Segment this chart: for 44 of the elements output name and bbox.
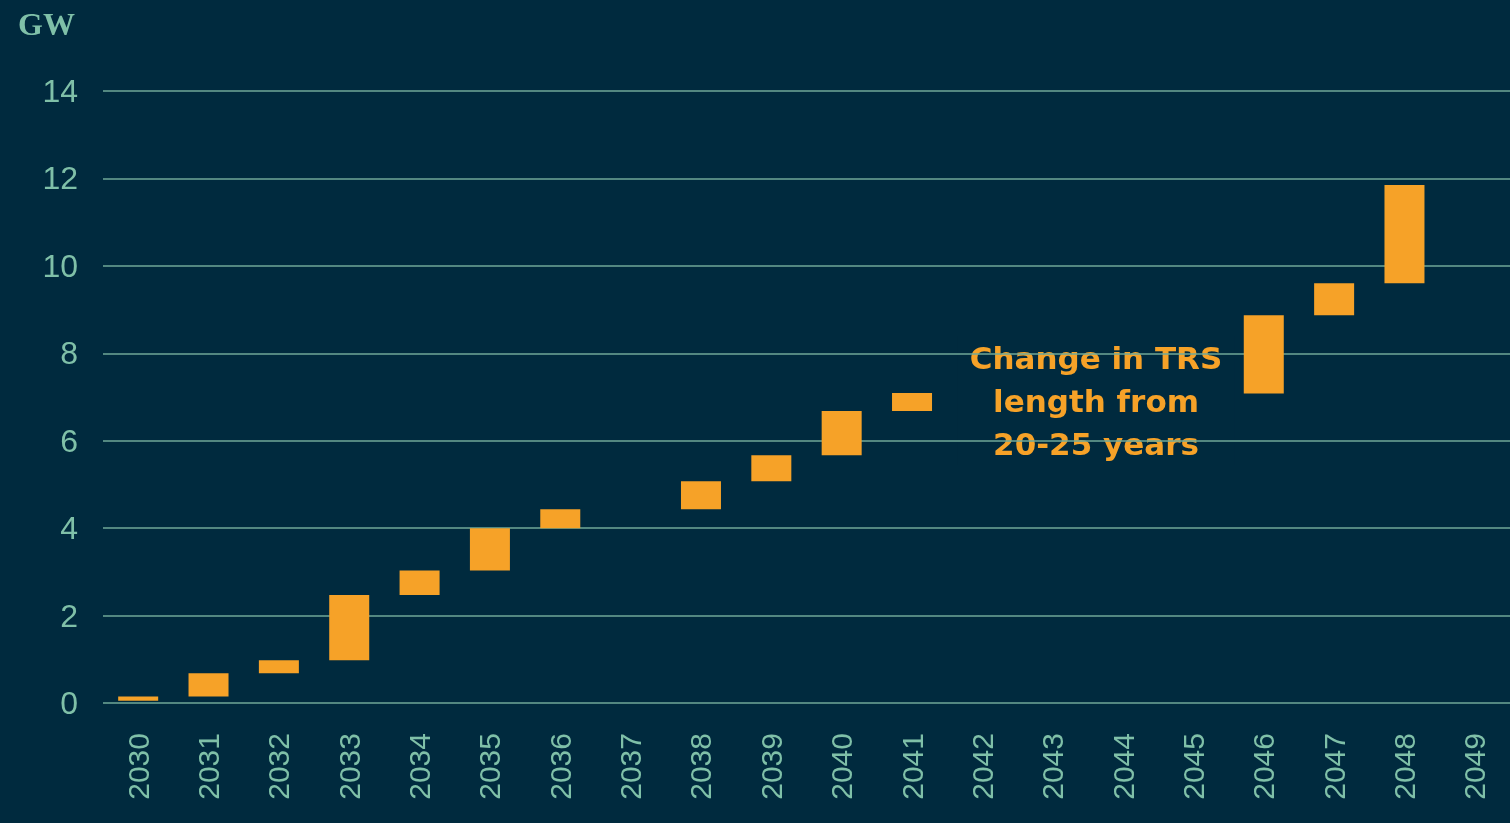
x-tick-label: 2030 (121, 733, 155, 800)
y-tick-label: 2 (60, 597, 78, 634)
bar (329, 595, 370, 661)
x-tick-label: 2038 (684, 733, 718, 800)
x-tick-label: 2034 (403, 733, 437, 800)
x-tick-label: 2032 (262, 733, 296, 800)
annotation: Change in TRS length from 20-25 years (969, 339, 1223, 462)
bar (751, 455, 792, 482)
bar (892, 393, 933, 411)
bar (1243, 315, 1284, 394)
x-tick-label: 2045 (1176, 733, 1210, 800)
x-tick-label: 2048 (1387, 733, 1421, 800)
x-tick-label: 2033 (332, 733, 366, 800)
bar (118, 696, 159, 701)
y-tick-label: 12 (42, 160, 78, 197)
x-tick-label: 2047 (1317, 733, 1351, 800)
x-tick-label: 2035 (473, 733, 507, 800)
bar (258, 660, 299, 674)
x-tick-label: 2042 (965, 733, 999, 800)
bar (821, 410, 862, 456)
y-axis-title: GW (18, 6, 75, 42)
x-tick-label: 2037 (614, 733, 648, 800)
x-tick-label: 2046 (1247, 733, 1281, 800)
bar (1384, 184, 1425, 284)
x-tick-label: 2044 (1106, 733, 1140, 800)
bar (188, 673, 229, 697)
x-tick-label: 2043 (1036, 733, 1070, 800)
x-tick-label: 2041 (895, 733, 929, 800)
x-tick-label: 2031 (192, 733, 226, 800)
bar (1314, 283, 1355, 316)
y-tick-label: 8 (60, 335, 78, 372)
y-tick-label: 0 (60, 685, 78, 721)
x-tick-label: 2036 (543, 733, 577, 800)
y-tick-label: 4 (60, 510, 78, 547)
bar (469, 528, 510, 571)
bar (540, 509, 581, 529)
bar (680, 481, 721, 510)
x-tick-label: 2049 (1458, 733, 1492, 800)
x-tick-label: 2039 (754, 733, 788, 800)
y-tick-label: 6 (60, 422, 78, 459)
y-tick-label: 14 (42, 73, 78, 109)
bar (399, 570, 440, 596)
x-tick-label: 2040 (825, 733, 859, 800)
y-tick-label: 10 (42, 247, 78, 284)
